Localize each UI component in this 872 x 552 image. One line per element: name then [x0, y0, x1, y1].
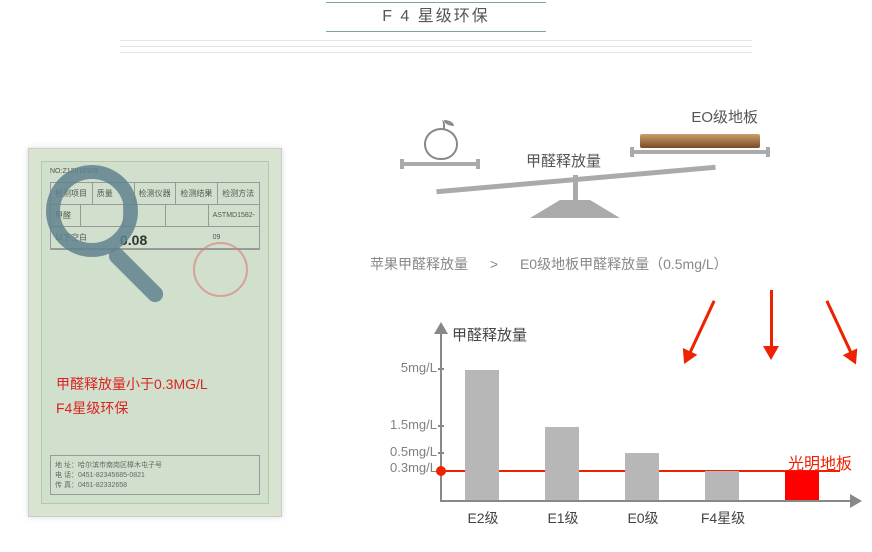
- page-title: F 4 星级环保: [326, 2, 546, 32]
- x-axis-label: E0级: [608, 508, 678, 528]
- cert-method: ASTMD1582-09: [209, 205, 259, 226]
- y-tick-mark: [438, 368, 444, 370]
- balance-pan-left: [400, 162, 480, 166]
- x-axis: [440, 500, 855, 502]
- y-tick-label: 1.5mg/L: [365, 417, 437, 432]
- cert-red-text: 甲醛释放量小于0.3MG/L F4星级环保: [56, 372, 208, 420]
- cert-tel2: 传 真：0451-82332658: [55, 480, 255, 490]
- compare-right: E0级地板甲醛释放量（0.5mg/L）: [520, 256, 728, 272]
- red-arrow-icon: [770, 290, 773, 350]
- cert-h6: 检测方法: [218, 183, 259, 204]
- divider-lines: [120, 40, 752, 58]
- bar: [545, 427, 579, 500]
- cert-addr: 地 址：哈尔滨市南岗区樟木屯子号: [55, 460, 255, 470]
- threshold-dot: [436, 466, 446, 476]
- cert-footer: 地 址：哈尔滨市南岗区樟木屯子号 电 话：0451-82345685-0821 …: [50, 455, 260, 495]
- y-tick-label: 5mg/L: [365, 360, 437, 375]
- bar-chart: 甲醛释放量 5mg/L 1.5mg/L 0.5mg/L0.3mg/L E2级 E1级 E…: [360, 320, 862, 540]
- floor-board-icon: [640, 134, 760, 148]
- bar: [705, 471, 739, 500]
- y-axis-title: 甲醛释放量: [452, 324, 527, 345]
- cert-tel1: 电 话：0451-82345685-0821: [55, 470, 255, 480]
- balance-base: [530, 200, 620, 218]
- magnifier-icon: [46, 165, 138, 257]
- x-axis-label: E1级: [528, 508, 598, 528]
- balance-pivot: [573, 175, 578, 203]
- brand-label: 光明地板: [788, 450, 852, 474]
- compare-left: 苹果甲醛释放量: [370, 256, 468, 272]
- compare-line: 苹果甲醛释放量 > E0级地板甲醛释放量（0.5mg/L）: [370, 254, 860, 274]
- x-axis-arrow-icon: [850, 494, 862, 508]
- y-axis-arrow-icon: [434, 322, 448, 334]
- bar-highlight: [785, 471, 819, 500]
- y-tick-label: 0.5mg/L: [365, 444, 437, 459]
- balance-pan-right: [630, 150, 770, 154]
- cert-h4: 检测仪器: [135, 183, 177, 204]
- x-axis-label: F4星级: [688, 508, 758, 528]
- stamp-icon: [193, 242, 248, 297]
- cert-red-2: F4星级环保: [56, 396, 208, 420]
- y-tick-label: 0.3mg/L: [365, 460, 437, 475]
- bar: [625, 453, 659, 500]
- cert-h5: 检测结果: [176, 183, 218, 204]
- gt-symbol: >: [490, 256, 498, 272]
- y-tick-mark: [438, 452, 444, 454]
- x-axis-label: E2级: [448, 508, 518, 528]
- balance-diagram: EO级地板 甲醛释放量: [370, 100, 850, 240]
- balance-floor-label: EO级地板: [691, 106, 758, 127]
- cert-r2d: [166, 205, 209, 226]
- apple-icon: [424, 128, 458, 160]
- y-tick-mark: [438, 425, 444, 427]
- bar: [465, 370, 499, 500]
- balance-center-label: 甲醛释放量: [526, 150, 601, 171]
- cert-red-1: 甲醛释放量小于0.3MG/L: [56, 372, 208, 396]
